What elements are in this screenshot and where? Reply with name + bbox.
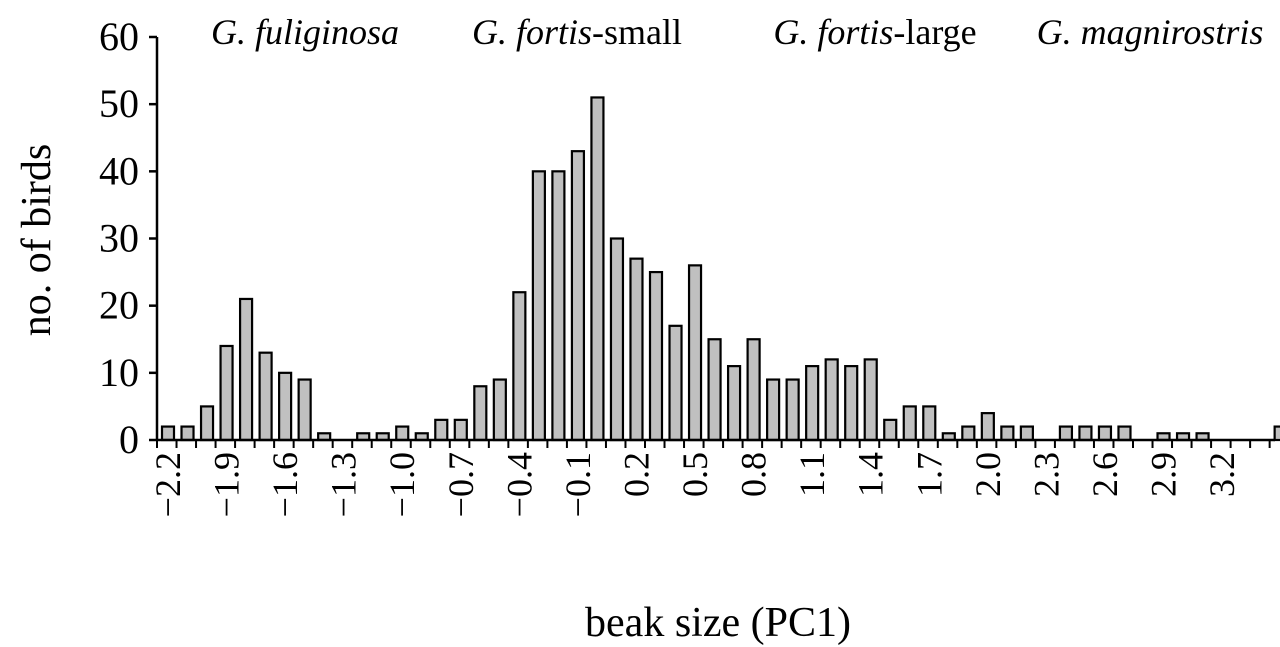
species-annotations: G. fuliginosa G. fortis-small G. fortis-la… [211, 12, 1263, 52]
histogram-bar [1078, 425, 1093, 442]
histogram-bar [238, 297, 254, 442]
histogram-bar [219, 344, 234, 442]
histogram-bar [590, 96, 605, 442]
histogram-bar [726, 365, 742, 442]
histogram-bar [805, 365, 820, 442]
histogram-bar [980, 412, 995, 442]
x-tick-label: −1.6 [265, 452, 305, 517]
y-tick-label: 20 [99, 283, 139, 328]
labels-layer: no. of birds beak size (PC1) [14, 144, 851, 646]
species-label: G. fuliginosa [211, 12, 399, 52]
x-tick-label: −0.7 [441, 452, 481, 517]
histogram-bar [707, 338, 722, 442]
histogram-bar [961, 425, 976, 442]
histogram-bar [648, 270, 664, 442]
bars-layer [160, 96, 1280, 442]
x-tick-label: 0.2 [617, 452, 657, 497]
y-tick-label: 30 [99, 216, 139, 261]
histogram-bar [785, 378, 800, 442]
histogram-bar [395, 425, 410, 442]
histogram-bar [473, 385, 488, 442]
x-tick-label: 0.5 [675, 452, 715, 497]
x-tick-label: 2.6 [1085, 452, 1125, 497]
x-tick-label: 0.8 [734, 452, 774, 497]
histogram-bar [531, 170, 546, 442]
histogram-bar [1273, 425, 1280, 442]
histogram-bar [551, 170, 566, 442]
species-label: G. fortis-large [773, 12, 976, 52]
histogram-bar [1097, 425, 1113, 442]
species-label: G. fortis-small [472, 12, 682, 52]
x-tick-label: −0.4 [499, 452, 539, 517]
y-axis-label: no. of birds [14, 144, 60, 337]
histogram-bar [512, 291, 527, 442]
histogram-bar [629, 257, 644, 442]
histogram-bar [160, 425, 176, 442]
histogram-bar [180, 425, 195, 442]
x-tick-label: 1.7 [909, 452, 949, 497]
x-axis-label: beak size (PC1) [585, 600, 851, 646]
y-tick-label: 60 [99, 14, 139, 59]
x-tick-label: −1.9 [207, 452, 247, 517]
histogram-bar [746, 338, 761, 442]
histogram-bar [278, 371, 293, 442]
histogram-bar [609, 237, 625, 442]
histogram-bar [1117, 425, 1132, 442]
x-tick-label: −1.0 [382, 452, 422, 517]
x-tick-label: 3.2 [1202, 452, 1242, 497]
histogram-bar [1058, 425, 1074, 442]
histogram-bar [199, 405, 215, 442]
histogram-bar [570, 150, 586, 442]
x-tick-label: −1.3 [324, 452, 364, 517]
axes-layer: 0 10 20 30 40 50 60 −2.2 −1.9 −1.6 −1.3 −1.0 −0.7 −0.… [99, 14, 1275, 517]
y-tick-label: 40 [99, 148, 139, 193]
y-tick-label: 50 [99, 81, 139, 126]
histogram-bar [297, 378, 312, 442]
histogram-bar [883, 418, 898, 442]
x-tick-label: 1.4 [851, 452, 891, 497]
histogram-bar [902, 405, 917, 442]
histogram-bar [844, 365, 859, 442]
histogram-bar [1000, 425, 1015, 442]
x-tick-label: 2.0 [968, 452, 1008, 497]
histogram-bar [687, 264, 703, 442]
species-label: G. magnirostris [1037, 12, 1264, 52]
histogram-bar [668, 324, 683, 442]
x-tick-label: 2.9 [1144, 452, 1184, 497]
x-tick-label: −2.2 [148, 452, 188, 517]
histogram-bar [492, 378, 507, 442]
histogram-bar [434, 418, 449, 442]
x-tick-label: 2.3 [1026, 452, 1066, 497]
x-tick-label: 1.1 [792, 452, 832, 497]
histogram-bar [824, 358, 839, 442]
histogram-bar [1019, 425, 1034, 442]
histogram-bar [922, 405, 937, 442]
x-tick-label: −0.1 [558, 452, 598, 517]
histogram-bar [258, 351, 273, 442]
histogram-bar [863, 358, 878, 442]
y-tick-label: 10 [99, 350, 139, 395]
y-tick-label: 0 [119, 417, 139, 462]
histogram-bar [453, 418, 468, 442]
histogram-bar [766, 378, 781, 442]
